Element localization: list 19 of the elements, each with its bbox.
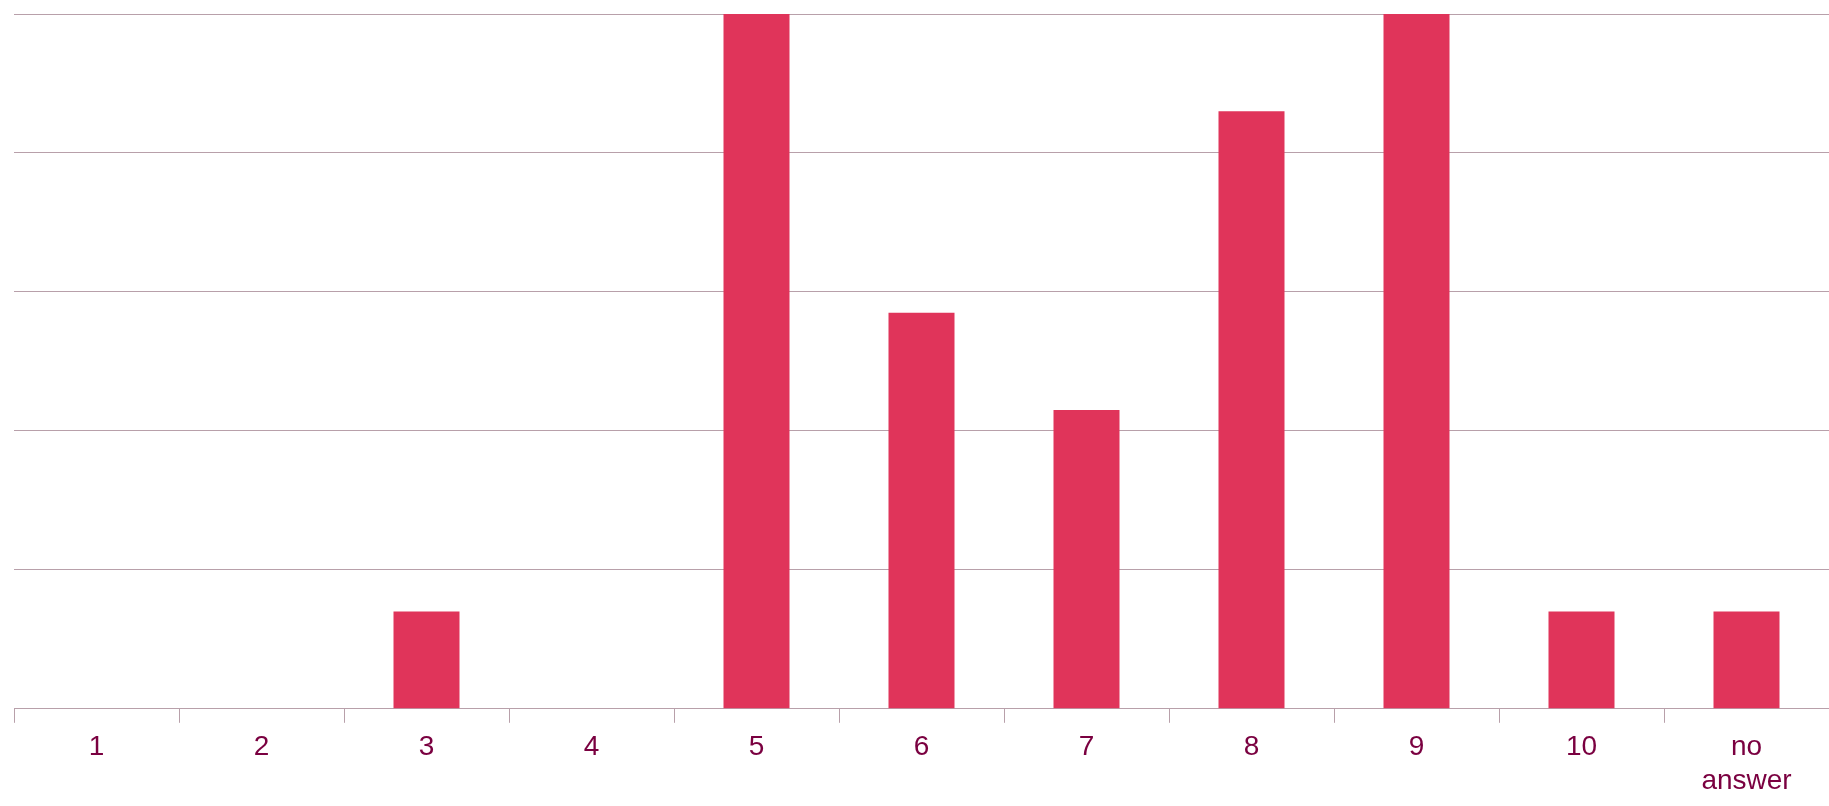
- x-tick-label: 4: [583, 730, 600, 762]
- x-tick-label: 5: [748, 730, 765, 762]
- bar: [723, 14, 790, 709]
- x-tick-label: 9: [1408, 730, 1425, 762]
- x-tick-label: 1: [88, 730, 105, 762]
- x-tick-label: 2: [253, 730, 270, 762]
- bar: [1218, 111, 1285, 709]
- bar: [1053, 410, 1120, 709]
- bar: [1548, 611, 1615, 709]
- x-tick-label: 3: [418, 730, 435, 762]
- x-tick-label: no answer: [1701, 730, 1792, 795]
- x-tick-label: 6: [913, 730, 930, 762]
- x-tick-label: 8: [1243, 730, 1260, 762]
- bar: [1383, 14, 1450, 709]
- x-tick-label: 7: [1078, 730, 1095, 762]
- bar: [1713, 611, 1780, 709]
- x-tick-label: 10: [1565, 730, 1598, 762]
- bar: [393, 611, 460, 709]
- bar: [888, 312, 955, 709]
